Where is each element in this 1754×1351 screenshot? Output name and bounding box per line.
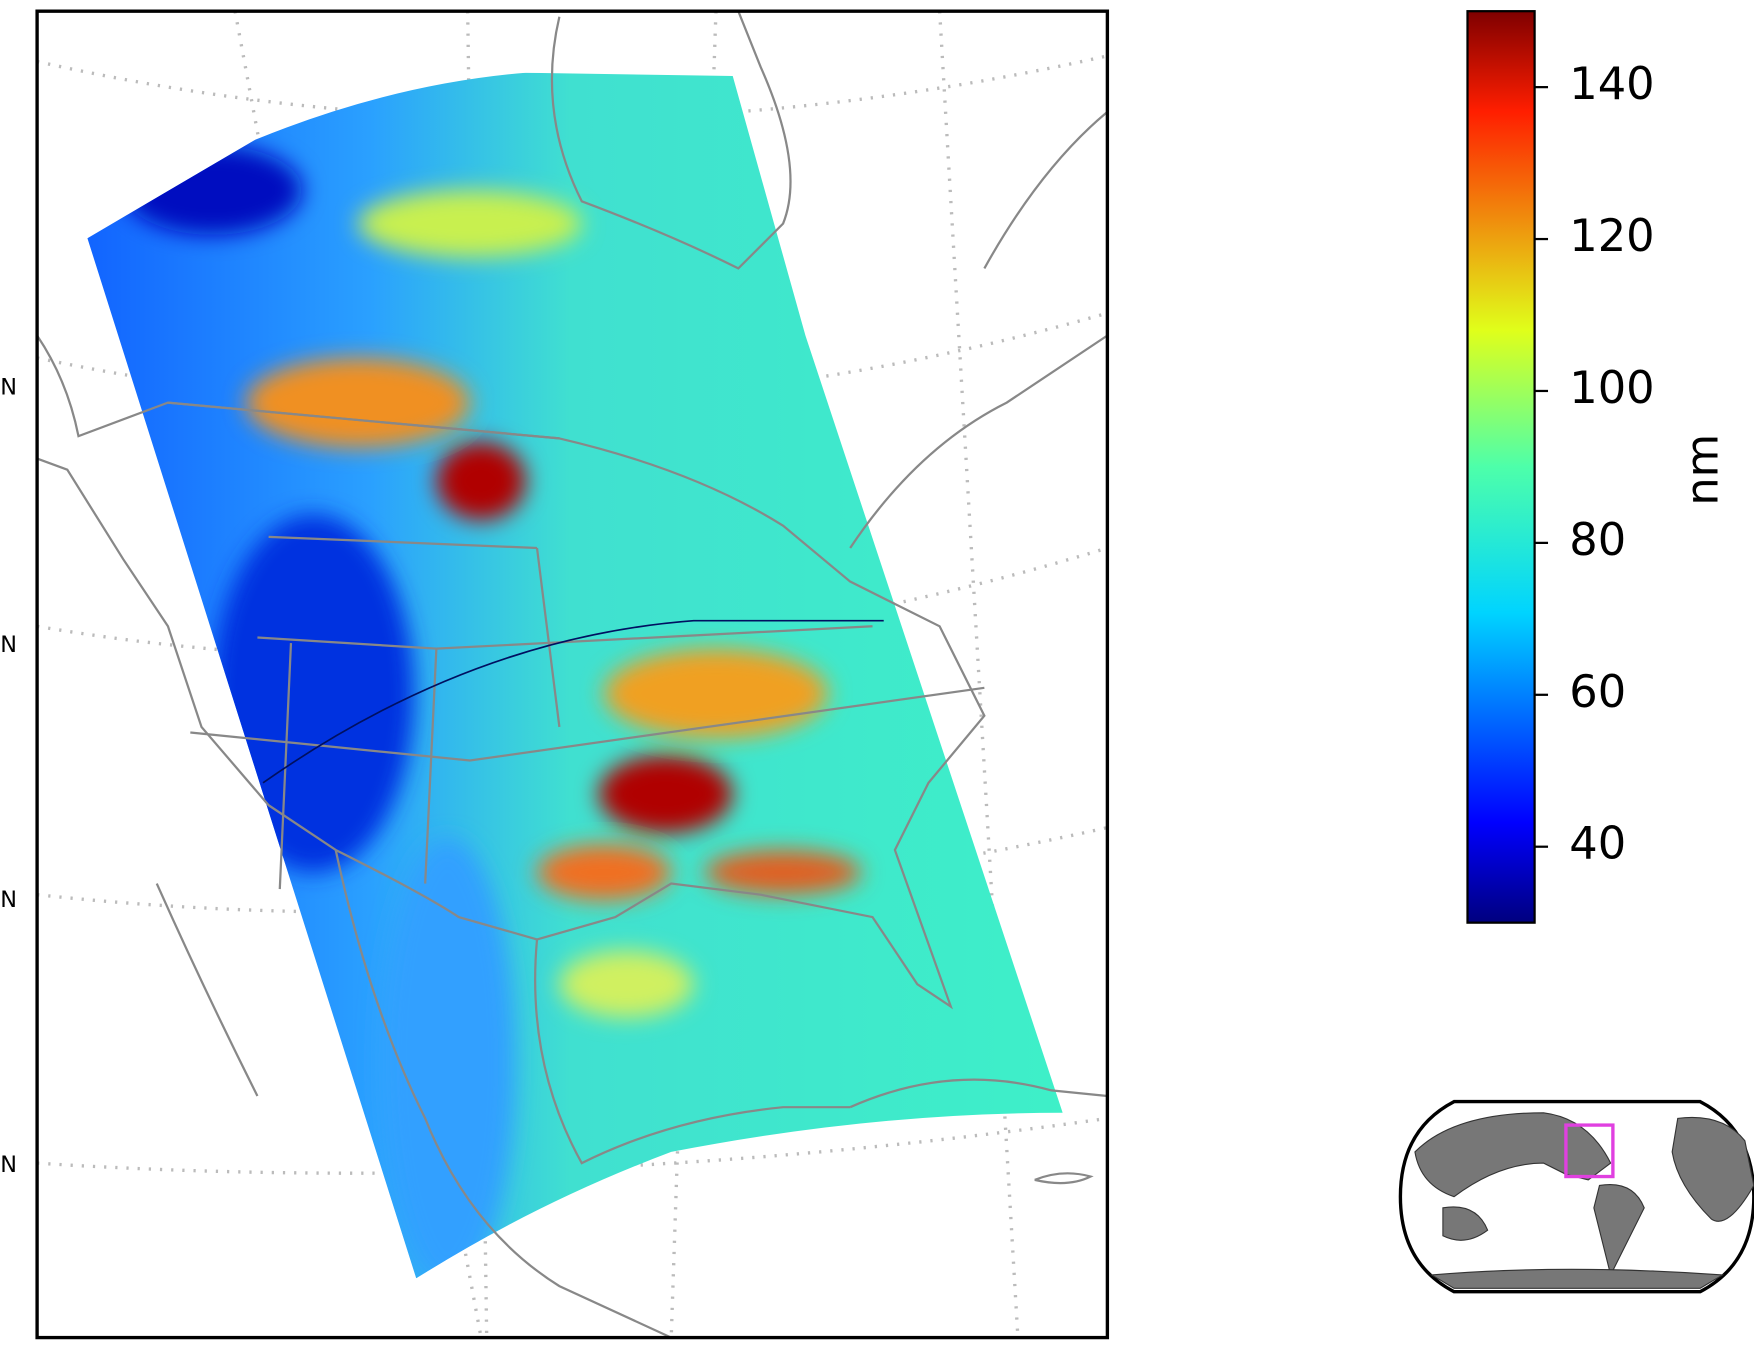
colorbar xyxy=(1468,11,1535,922)
colorbar-tick-label: 140 xyxy=(1569,57,1654,110)
colorbar-tick-label: 60 xyxy=(1569,665,1626,718)
map-body xyxy=(37,11,1107,1337)
colorbar-tick-label: 40 xyxy=(1569,817,1626,870)
page: {"map": { "lat_labels": ["N", "N", "N", … xyxy=(0,0,1754,1351)
lat-label: N xyxy=(0,632,17,658)
lat-label: N xyxy=(0,375,17,401)
inset-globe xyxy=(1400,1102,1753,1292)
figure: N N N N nm 40 60 80 100 120 140 xyxy=(0,0,1754,1351)
lat-label: N xyxy=(0,887,17,913)
colorbar-tick-label: 80 xyxy=(1569,513,1626,566)
colorbar-label: nm xyxy=(1676,434,1729,506)
lat-label: N xyxy=(0,1152,17,1178)
colorbar-tick-label: 120 xyxy=(1569,209,1654,262)
swath xyxy=(67,56,1074,1297)
colorbar-tick-label: 100 xyxy=(1569,361,1654,414)
